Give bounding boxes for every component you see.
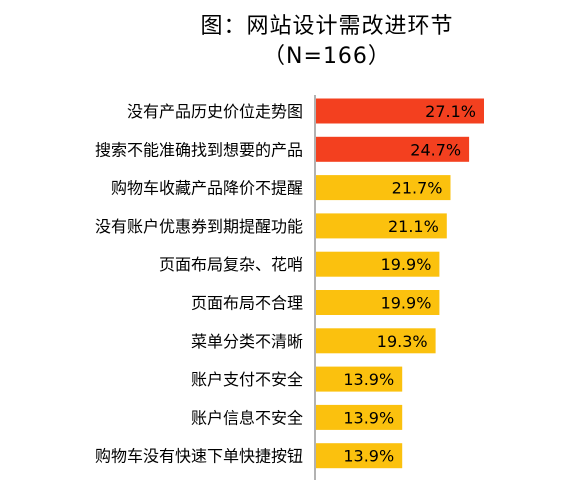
category-label: 没有产品历史价位走势图 bbox=[127, 102, 303, 121]
bar bbox=[316, 98, 484, 124]
bar bbox=[316, 175, 451, 201]
category-label: 菜单分类不清晰 bbox=[191, 332, 303, 351]
category-label: 账户信息不安全 bbox=[191, 408, 303, 427]
bar bbox=[316, 404, 403, 430]
data-label: 21.7% bbox=[392, 179, 443, 198]
category-label: 页面布局复杂、花哨 bbox=[159, 255, 303, 274]
data-label: 13.9% bbox=[343, 447, 394, 466]
data-label: 24.7% bbox=[410, 140, 461, 159]
category-label: 搜索不能准确找到想要的产品 bbox=[95, 140, 303, 159]
bar bbox=[316, 213, 447, 239]
data-label: 19.9% bbox=[381, 294, 432, 313]
category-label: 页面布局不合理 bbox=[191, 294, 303, 313]
bar bbox=[316, 328, 436, 354]
bar bbox=[316, 366, 403, 392]
data-label: 19.9% bbox=[381, 255, 432, 274]
chart-subtitle: （N=166） bbox=[263, 44, 391, 69]
category-label: 购物车没有快速下单快捷按钮 bbox=[95, 447, 303, 466]
data-label: 21.1% bbox=[388, 217, 439, 236]
bar bbox=[316, 251, 440, 277]
bar bbox=[316, 136, 470, 162]
category-label: 没有账户优惠券到期提醒功能 bbox=[95, 217, 303, 236]
data-label: 13.9% bbox=[343, 370, 394, 389]
data-label: 19.3% bbox=[377, 332, 428, 351]
category-label: 购物车收藏产品降价不提醒 bbox=[111, 179, 303, 198]
category-label: 账户支付不安全 bbox=[191, 370, 303, 389]
bar bbox=[316, 290, 440, 315]
data-label: 13.9% bbox=[343, 408, 394, 427]
data-label: 27.1% bbox=[425, 102, 476, 121]
bar bbox=[316, 443, 403, 469]
chart-title: 图：网站设计需改进环节 bbox=[200, 14, 454, 39]
